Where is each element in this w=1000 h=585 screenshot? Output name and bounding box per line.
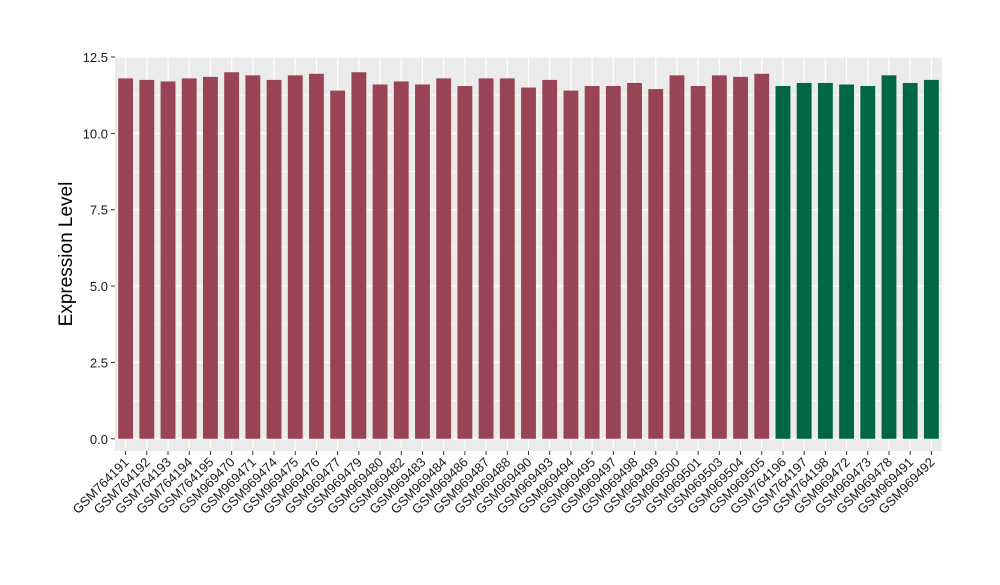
bar-GSM764198 — [817, 82, 833, 439]
bar-GSM969470 — [224, 72, 240, 439]
bar-GSM969492 — [923, 79, 939, 439]
bar-GSM969490 — [521, 87, 536, 439]
bar-GSM969491 — [902, 82, 918, 439]
bar-GSM764191 — [118, 78, 134, 439]
bar-GSM969474 — [266, 79, 282, 439]
bar-GSM969495 — [584, 86, 600, 439]
y-tick-label: 7.5 — [90, 203, 108, 218]
bar-GSM969493 — [542, 79, 558, 439]
bar-GSM969482 — [393, 81, 409, 439]
bar-GSM969505 — [754, 73, 770, 439]
x-axis: GSM764191GSM764192GSM764193GSM764194GSM7… — [69, 451, 938, 517]
y-tick-label: 0.0 — [90, 432, 108, 447]
bar-GSM969500 — [669, 75, 685, 439]
bar-GSM969499 — [648, 89, 664, 439]
bar-GSM764197 — [796, 82, 812, 439]
bar-GSM969487 — [478, 78, 494, 439]
bar-GSM969479 — [351, 72, 367, 439]
bar-GSM969480 — [372, 84, 388, 439]
bar-GSM969498 — [627, 82, 642, 439]
y-axis: 0.0 2.5 5.0 7.5 10.0 12.5 — [83, 50, 115, 447]
bar-GSM764194 — [181, 78, 197, 439]
bar-GSM969473 — [860, 86, 876, 439]
y-tick-label: 5.0 — [90, 279, 108, 294]
bar-GSM969503 — [711, 75, 727, 439]
bar-GSM969504 — [733, 76, 748, 439]
bar-GSM764195 — [203, 76, 218, 439]
bar-GSM969486 — [457, 86, 473, 439]
bar-GSM969484 — [436, 78, 452, 439]
bar-GSM969472 — [839, 84, 854, 439]
y-axis-label: Expression Level — [56, 182, 77, 327]
y-tick-label: 12.5 — [83, 50, 108, 65]
bars — [118, 72, 939, 439]
bar-GSM969501 — [690, 86, 706, 439]
bar-GSM969476 — [309, 73, 324, 439]
bar-GSM969488 — [499, 78, 515, 439]
bar-GSM969494 — [563, 90, 579, 439]
bar-GSM764196 — [775, 86, 791, 439]
bar-GSM969471 — [245, 75, 261, 439]
bar-GSM969497 — [605, 86, 621, 439]
bar-GSM764193 — [160, 81, 176, 439]
y-tick-label: 2.5 — [90, 355, 108, 370]
bar-GSM969475 — [287, 75, 303, 439]
bar-GSM969477 — [330, 90, 346, 439]
bar-GSM764192 — [139, 79, 155, 439]
bar-GSM969483 — [415, 84, 430, 439]
bar-GSM969478 — [881, 75, 897, 439]
y-tick-label: 10.0 — [83, 126, 108, 141]
